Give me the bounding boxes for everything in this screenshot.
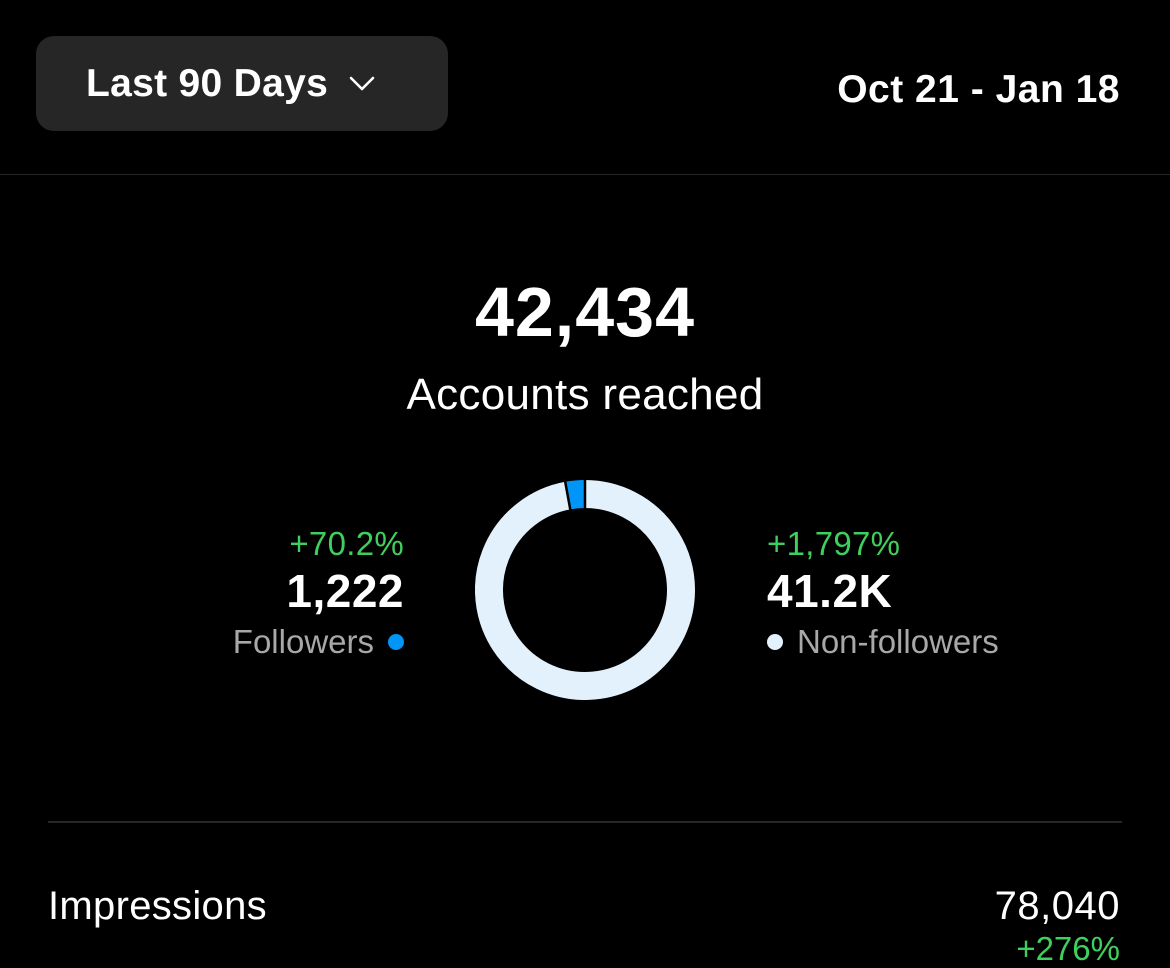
reach-donut-chart xyxy=(475,480,695,700)
date-range-text: Oct 21 - Jan 18 xyxy=(837,68,1120,111)
non-followers-legend-label: Non-followers xyxy=(797,623,999,660)
chevron-down-icon xyxy=(349,76,375,90)
donut-slice-separator-1 xyxy=(563,480,572,511)
followers-stat: +70.2% 1,222 Followers xyxy=(233,524,404,662)
impressions-value: 78,040 xyxy=(994,884,1120,928)
date-range-dropdown-label: Last 90 Days xyxy=(86,61,329,105)
followers-legend-label: Followers xyxy=(232,623,374,660)
date-range-dropdown[interactable]: Last 90 Days xyxy=(36,36,448,131)
accounts-reached-total: 42,434 xyxy=(474,273,696,351)
donut-slice-followers xyxy=(565,480,586,510)
impressions-change: +276% xyxy=(1016,930,1120,967)
followers-change: +70.2% xyxy=(289,525,404,562)
non-followers-value: 41.2K xyxy=(767,565,893,617)
non-followers-legend: Non-followers xyxy=(767,622,999,662)
accounts-reached-label: Accounts reached xyxy=(406,370,764,419)
followers-value: 1,222 xyxy=(286,565,404,617)
followers-legend: Followers xyxy=(233,622,404,662)
section-divider xyxy=(48,821,1122,823)
insights-header: Last 90 Days Oct 21 - Jan 18 xyxy=(0,0,1170,175)
donut-slice-non-followers xyxy=(475,480,695,700)
followers-legend-dot xyxy=(388,634,404,650)
non-followers-legend-dot xyxy=(767,634,783,650)
non-followers-stat: +1,797% 41.2K Non-followers xyxy=(767,524,999,662)
non-followers-change: +1,797% xyxy=(767,525,901,562)
impressions-label: Impressions xyxy=(48,884,267,928)
